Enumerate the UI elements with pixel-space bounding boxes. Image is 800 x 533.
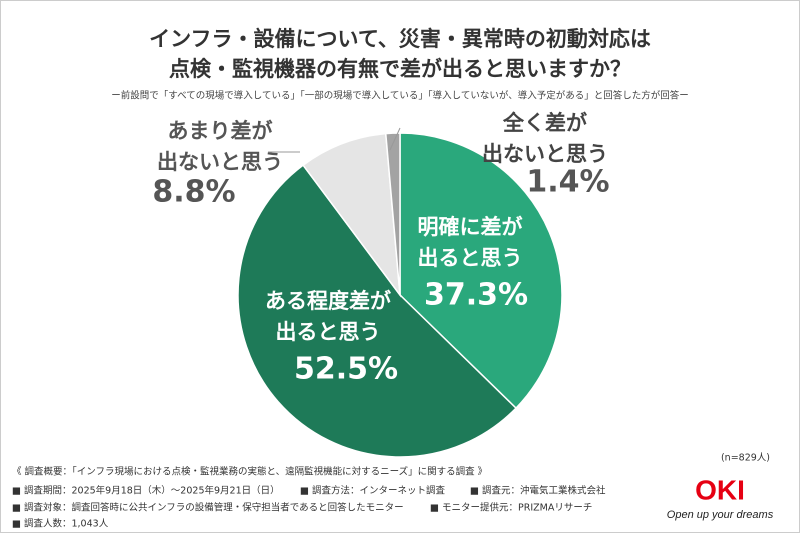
slice-label: あまり差が xyxy=(168,119,273,143)
slogan: Open up your dreams xyxy=(667,509,774,521)
pie-slice xyxy=(399,132,563,410)
chart-title: 点検・監視機器の有無で差が出ると思いますか？ xyxy=(169,57,631,81)
note: ■ 調査人数：1,043人 xyxy=(12,518,109,530)
slice-label: 出ないと思う xyxy=(482,142,608,166)
leader-line xyxy=(389,127,401,151)
note: ■ 調査方法：インターネット調査 xyxy=(300,485,445,497)
chart-title: インフラ・設備について、災害・異常時の初動対応は xyxy=(149,27,651,51)
slice-label: ある程度差が xyxy=(265,289,391,313)
value-label: 52.5% xyxy=(294,352,398,387)
logo: OKI xyxy=(695,474,745,505)
note: ■ 調査期間：2025年9月18日（木）〜2025年9月21日（日） xyxy=(12,485,280,497)
note: ■ モニター提供元：PRIZMAリサーチ xyxy=(430,502,592,514)
value-label: 8.8% xyxy=(152,175,235,210)
slice-label: 全く差が xyxy=(502,111,587,135)
slice-label: 出ないと思う xyxy=(157,150,283,174)
pie-slice xyxy=(237,164,518,458)
value-label: 1.4% xyxy=(526,165,609,200)
slice-label: 出ると思う xyxy=(418,246,523,270)
note: ■ 調査対象：調査回答時に公共インフラの設備管理・保守担当者であると回答したモニ… xyxy=(12,502,404,514)
pie-slice xyxy=(302,132,401,298)
note: 《 調査概要：「インフラ現場における点検・監視業務の実態と、遠隔監視機能に対する… xyxy=(12,466,487,478)
note: ■ 調査元：沖電気工業株式会社 xyxy=(470,485,606,497)
subtitle: ー前設問で「すべての現場で導入している」「一部の現場で導入している」「導入してい… xyxy=(111,90,688,102)
value-label: 37.3% xyxy=(424,278,528,313)
slice-label: 出ると思う xyxy=(276,320,381,344)
sample-size: (n=829人) xyxy=(721,453,770,464)
slice-label: 明確に差が xyxy=(418,215,523,239)
pie-slice xyxy=(384,132,401,296)
